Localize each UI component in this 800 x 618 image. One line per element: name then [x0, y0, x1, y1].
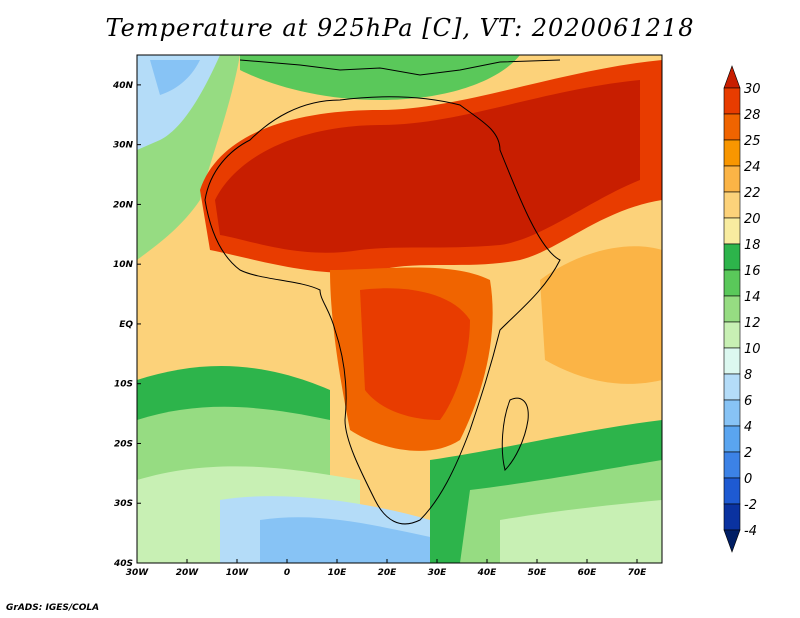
lon-label: 20W	[176, 568, 200, 578]
colorbar-swatch	[723, 347, 741, 375]
colorbar-swatch	[723, 217, 741, 245]
lon-label: 70E	[628, 568, 648, 578]
colorbar-swatch	[723, 191, 741, 219]
lon-label: 30W	[126, 568, 150, 578]
colorbar-swatch	[723, 87, 741, 115]
lat-label: 40N	[112, 81, 134, 91]
colorbar-swatch	[723, 139, 741, 167]
lon-label: 10E	[328, 568, 348, 578]
lon-label: 40E	[477, 568, 498, 578]
lon-label: 50E	[528, 568, 548, 578]
latitude-labels: 40N 30N 20N 10N EQ 10S 20S 30S 40S	[112, 81, 141, 569]
lat-label: 10S	[114, 380, 133, 390]
colorbar-swatch	[723, 503, 741, 531]
colorbar-label: 16	[744, 264, 761, 279]
colorbar-swatch	[723, 373, 741, 401]
colorbar-label: 14	[744, 290, 761, 305]
colorbar-swatch	[723, 65, 741, 89]
lat-label: 10N	[113, 260, 134, 270]
lat-label: 20S	[114, 439, 133, 449]
lon-label: 30E	[428, 568, 448, 578]
lat-label: EQ	[119, 320, 133, 330]
colorbar-label: 30	[744, 82, 761, 97]
colorbar-label: 28	[744, 108, 761, 123]
colorbar-swatch	[723, 269, 741, 297]
lat-label: 30N	[113, 141, 134, 151]
colorbar-label: 22	[744, 186, 761, 201]
lon-label: 60E	[578, 568, 598, 578]
colorbar-swatch	[723, 399, 741, 427]
lon-label: 10W	[226, 568, 250, 578]
colorbar-swatch	[723, 113, 741, 141]
colorbar-swatch	[723, 529, 741, 553]
lon-label: 20E	[378, 568, 398, 578]
colorbar-label: 2	[744, 446, 752, 461]
plot-frame	[136, 54, 663, 564]
temperature-field	[137, 55, 662, 563]
colorbar-swatch	[723, 425, 741, 453]
longitude-labels: 30W 20W 10W 0 10E 20E 30E 40E 50E 60E 70E	[126, 559, 647, 578]
lat-label: 30S	[114, 499, 133, 509]
colorbar-label: 6	[744, 394, 752, 409]
lon-label: 0	[284, 568, 290, 578]
colorbar-label: 25	[744, 134, 761, 149]
colorbar-label: 12	[744, 316, 761, 331]
colorbar-label: 4	[744, 420, 752, 435]
colorbar-label: 20	[744, 212, 761, 227]
colorbar-label: 18	[744, 238, 761, 253]
colorbar-label: 8	[744, 368, 752, 383]
colorbar-label: 0	[744, 472, 752, 487]
colorbar-swatch	[723, 321, 741, 349]
colorbar-label: -2	[744, 498, 757, 513]
lat-label: 20N	[113, 200, 134, 210]
colorbar-label: 24	[744, 160, 761, 175]
plot-title: Temperature at 925hPa [C], VT: 202006121…	[105, 14, 695, 42]
colorbar-swatch	[723, 165, 741, 193]
colorbar-swatch	[723, 243, 741, 271]
colorbar-label: 10	[744, 342, 761, 357]
lat-label: 40S	[113, 559, 133, 569]
colorbar-label: -4	[744, 524, 757, 539]
colorbar-swatch	[723, 295, 741, 323]
colorbar-swatch	[723, 451, 741, 479]
coastlines	[204, 59, 561, 525]
footer-credit: GrADS: IGES/COLA	[6, 603, 100, 613]
colorbar-swatch	[723, 477, 741, 505]
